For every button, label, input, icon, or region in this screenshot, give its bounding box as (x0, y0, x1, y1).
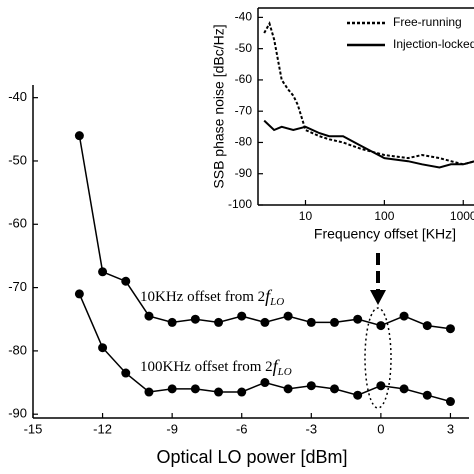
y-tick-label: -80 (235, 135, 253, 149)
main-plot: -40-50-60-70-80-90-15 -12 -9 -6 -3 0 3Optical … (8, 85, 469, 467)
annotation-text: 10KHz offset from 2 (140, 289, 265, 305)
inset-background (203, 0, 474, 250)
data-point (329, 317, 339, 327)
data-point (353, 314, 363, 324)
series-line (263, 21, 474, 166)
highlight-ellipse (364, 307, 392, 409)
y-tick-label: -70 (235, 103, 253, 117)
data-point (260, 378, 270, 388)
x-tick-label: 3 (447, 421, 454, 436)
data-point (445, 324, 455, 334)
arrow-head (370, 290, 386, 305)
y-tick-label: -100 (228, 197, 252, 211)
data-point (98, 267, 108, 277)
data-point (376, 381, 386, 391)
data-point (329, 384, 339, 394)
annotation-italic: f (273, 356, 281, 376)
data-point (283, 311, 293, 321)
data-point (422, 321, 432, 331)
annotation-text: 100KHz offset from 2 (140, 359, 273, 375)
x-axis-label: Frequency offset [KHz] (314, 226, 456, 242)
data-point (214, 317, 224, 327)
data-point (237, 311, 247, 321)
y-tick-label: -80 (8, 342, 27, 357)
legend-label: Injection-locked (393, 37, 474, 51)
y-tick-label: -40 (8, 89, 27, 104)
data-point (376, 321, 386, 331)
series-line (263, 119, 474, 169)
x-tick-label: 10 (299, 209, 313, 223)
annotation-shapes (364, 235, 392, 409)
y-tick-label: -50 (8, 152, 27, 167)
x-tick-label: -12 (93, 421, 112, 436)
data-point (190, 314, 200, 324)
x-tick-label: 1000 (450, 209, 474, 223)
y-tick-label: -90 (235, 166, 253, 180)
data-point (121, 368, 131, 378)
x-tick-label: 0 (377, 421, 384, 436)
x-tick-label: -15 (24, 421, 43, 436)
y-tick-label: -70 (8, 279, 27, 294)
x-tick-label: 100 (374, 209, 394, 223)
y-tick-label: -60 (8, 216, 27, 231)
data-point (144, 311, 154, 321)
data-point (422, 390, 432, 400)
y-tick-label: -90 (8, 406, 27, 421)
annotation: 100KHz offset from 2fLO (140, 356, 292, 377)
data-point (98, 343, 108, 353)
y-tick-label: -50 (235, 41, 253, 55)
data-point (190, 384, 200, 394)
data-point (306, 381, 316, 391)
data-point (74, 131, 84, 141)
annotation-sub: LO (277, 366, 292, 378)
inset-plot: -40 -50 -60 -70 -80 -90 -100 10 100 1000 Frequency… (203, 0, 474, 250)
data-point (214, 387, 224, 397)
data-point (121, 276, 131, 286)
x-tick-label: -9 (166, 421, 178, 436)
data-point (74, 289, 84, 299)
x-axis-label: Optical LO power [dBm] (156, 447, 347, 467)
legend-label: Free-running (393, 15, 462, 29)
x-tick-label: -3 (306, 421, 318, 436)
data-point (399, 384, 409, 394)
data-point (144, 387, 154, 397)
x-tick-label: -6 (236, 421, 248, 436)
annotation-italic: f (265, 286, 273, 306)
y-tick-label: -40 (235, 10, 253, 24)
data-point (306, 317, 316, 327)
y-tick-label: -60 (235, 72, 253, 86)
annotation: 10KHz offset from 2fLO (140, 286, 284, 307)
data-point (167, 384, 177, 394)
data-point (399, 311, 409, 321)
data-point (353, 390, 363, 400)
data-point (260, 317, 270, 327)
data-point (283, 384, 293, 394)
y-axis-label: SSB phase noise [dBc/Hz] (211, 24, 227, 188)
annotation-sub: LO (269, 296, 284, 308)
data-point (167, 317, 177, 327)
data-point (237, 387, 247, 397)
data-point (445, 397, 455, 407)
